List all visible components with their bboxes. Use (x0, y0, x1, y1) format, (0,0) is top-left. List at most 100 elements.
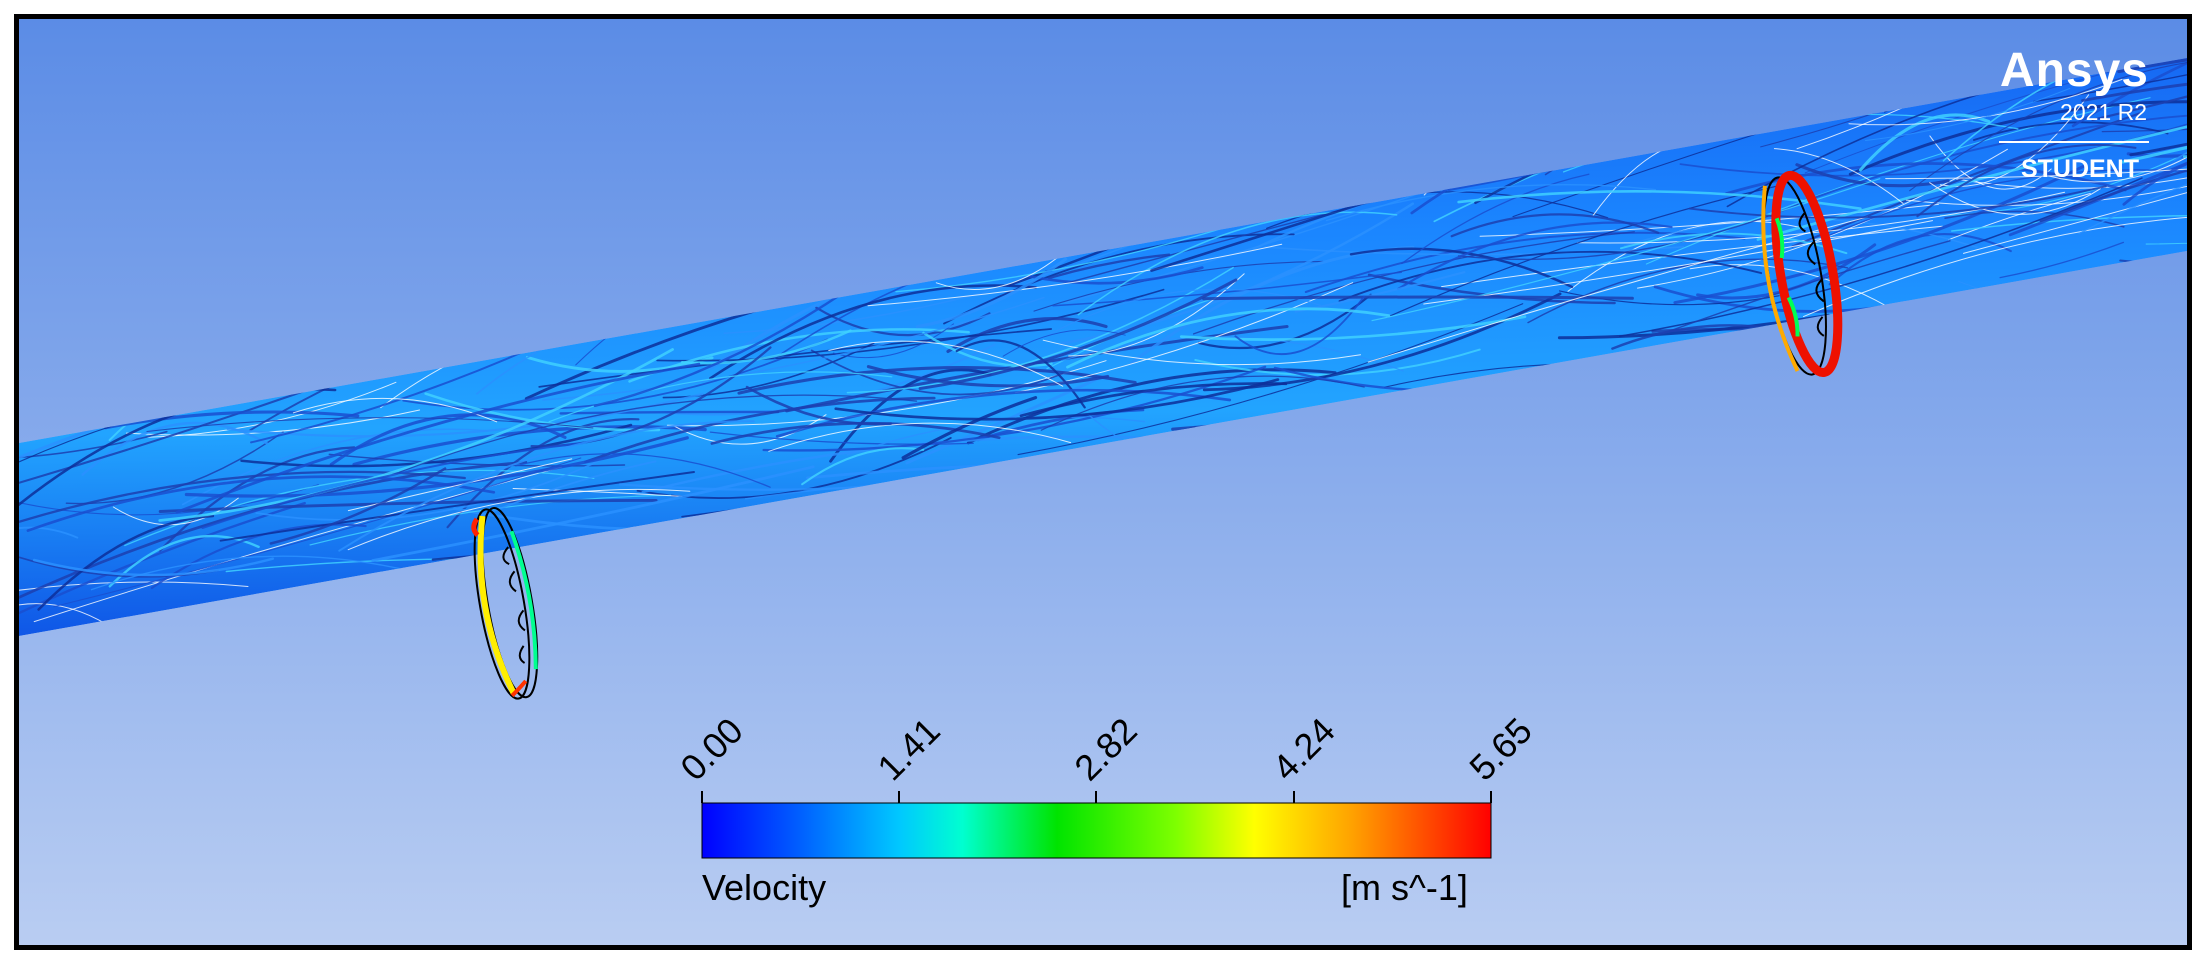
cfd-viewport[interactable]: Ansys 2021 R2 STUDENT 0.00 1.41 2.82 4.2… (14, 14, 2192, 950)
streamline (1688, 185, 2107, 219)
orifice-left (471, 506, 539, 700)
streamline (158, 348, 674, 522)
streamline (1916, 143, 2137, 218)
streamline (184, 436, 689, 498)
streamline (946, 317, 1108, 353)
streamline (1040, 375, 1365, 431)
streamline (1052, 271, 1403, 307)
streamline (815, 306, 991, 337)
streamline (1527, 258, 1849, 324)
streamline (935, 247, 1070, 290)
streamline (1673, 163, 2088, 305)
streamline (1929, 135, 2052, 190)
streamline (1325, 183, 1657, 222)
streamline (347, 488, 691, 551)
streamline (2091, 58, 2187, 121)
streamline (32, 557, 275, 577)
streamline (867, 243, 1283, 307)
streamline (347, 458, 573, 512)
streamline (37, 514, 215, 611)
streamline (1179, 315, 1527, 341)
streamline (584, 396, 936, 464)
legend-unit: [m s^-1] (1341, 867, 1468, 908)
streamline (1387, 183, 1786, 318)
streamline (559, 410, 780, 415)
streamline (1028, 266, 1204, 285)
streamline (515, 453, 771, 488)
streamline (292, 397, 498, 423)
streamline (158, 498, 658, 513)
streamline (834, 378, 1280, 421)
streamline (1804, 58, 2187, 174)
streamline (1423, 220, 1933, 305)
streamline (656, 288, 1165, 362)
streamline (1017, 303, 1524, 456)
streamline (1002, 329, 1126, 357)
streamline (1909, 61, 2187, 192)
streamline (593, 289, 849, 407)
streamline (1929, 182, 2101, 215)
streamline (1885, 149, 2187, 180)
streamline (19, 526, 79, 582)
streamline (922, 331, 1053, 368)
orifice-right (1761, 170, 1843, 378)
streamline (762, 365, 1267, 452)
streamline (2122, 146, 2187, 206)
streamline (201, 442, 584, 529)
streamline (53, 457, 582, 608)
streamline (1367, 216, 1868, 363)
streamline (1973, 121, 2169, 141)
streamline (666, 360, 1107, 427)
streamline (1047, 288, 1321, 336)
streamline (1066, 307, 1391, 369)
streamline (866, 365, 1110, 388)
legend-title: Velocity (702, 867, 827, 908)
streamline (1401, 173, 1590, 265)
streamline (2117, 58, 2187, 74)
streamline (1848, 100, 2187, 176)
streamline (1812, 110, 2187, 200)
streamline (65, 431, 284, 505)
streamline (1858, 113, 1991, 172)
streamline (19, 430, 168, 461)
streamline (269, 467, 447, 545)
streamline (1060, 202, 1415, 345)
streamline (146, 417, 594, 433)
streamline (1450, 213, 1660, 238)
pipe-streamline-scene (19, 19, 2187, 945)
streamline (832, 323, 955, 359)
streamline (1951, 214, 2187, 232)
streamline (255, 458, 603, 521)
streamline (1791, 112, 2141, 248)
streamline (2033, 58, 2187, 103)
streamline (1047, 253, 1171, 280)
streamline (846, 416, 1146, 456)
ansys-logo: Ansys 2021 R2 STUDENT (1999, 45, 2149, 183)
streamline (479, 460, 657, 518)
streamline (108, 534, 260, 588)
streamline (1068, 273, 1245, 357)
streamline (512, 488, 683, 497)
legend-colorbar (701, 791, 1492, 859)
streamline (1192, 231, 1635, 335)
streamline (1479, 203, 1939, 237)
streamline (104, 410, 360, 430)
streamline (147, 381, 397, 438)
streamline (19, 476, 319, 516)
streamline (1662, 240, 1951, 334)
streamline (1773, 148, 1904, 204)
streamline (1689, 264, 1890, 309)
streamline (1999, 241, 2125, 279)
streamline (1619, 232, 1848, 255)
streamline (1234, 295, 1365, 356)
streamline (2120, 58, 2187, 164)
streamline (1803, 213, 2187, 318)
streamline (338, 420, 755, 552)
logo-version: 2021 R2 (2060, 99, 2147, 125)
streamline (628, 328, 970, 383)
streamline (1397, 221, 1673, 290)
logo-edition: STUDENT (2020, 155, 2139, 183)
streamline (768, 422, 1072, 452)
streamline (709, 284, 1037, 380)
streamline (402, 338, 829, 411)
